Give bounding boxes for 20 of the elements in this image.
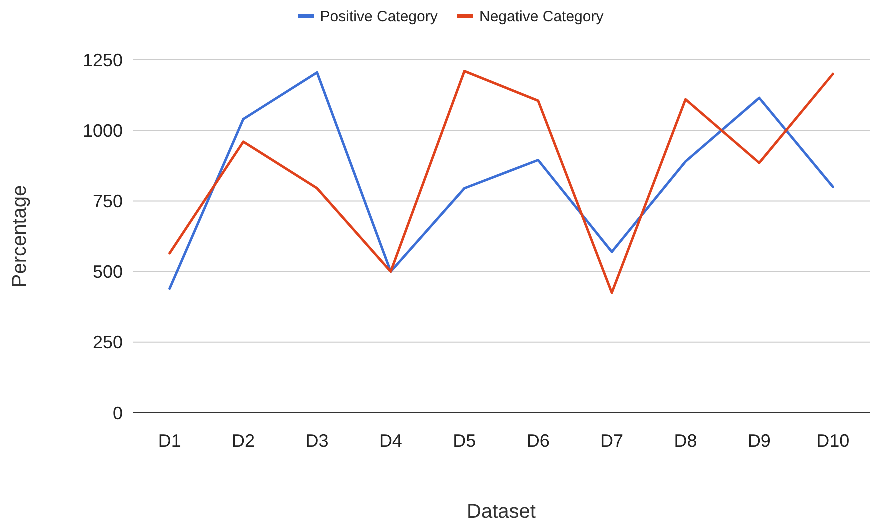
y-tick-label: 1250 <box>82 50 123 70</box>
x-tick-label: D10 <box>816 431 850 451</box>
x-tick-label: D9 <box>748 431 771 451</box>
x-tick-label: D2 <box>232 431 256 451</box>
y-tick-label: 1000 <box>82 120 123 141</box>
x-tick-label: D4 <box>379 431 402 451</box>
y-axis-title: Percentage <box>9 185 31 288</box>
x-tick-label: D5 <box>453 431 476 451</box>
x-tick-label: D1 <box>158 431 182 451</box>
y-tick-label: 250 <box>92 332 123 353</box>
y-tick-label: 0 <box>112 403 123 424</box>
x-tick-label: D6 <box>526 431 550 451</box>
legend-label: Negative Category <box>480 8 604 26</box>
x-tick-label: D3 <box>306 431 329 451</box>
x-tick-label: D7 <box>600 431 624 451</box>
legend-label: Positive Category <box>320 8 438 26</box>
y-tick-label: 500 <box>92 262 123 282</box>
x-tick-label: D8 <box>674 431 698 451</box>
x-axis-title: Dataset <box>467 501 536 523</box>
y-tick-label: 750 <box>92 192 123 212</box>
